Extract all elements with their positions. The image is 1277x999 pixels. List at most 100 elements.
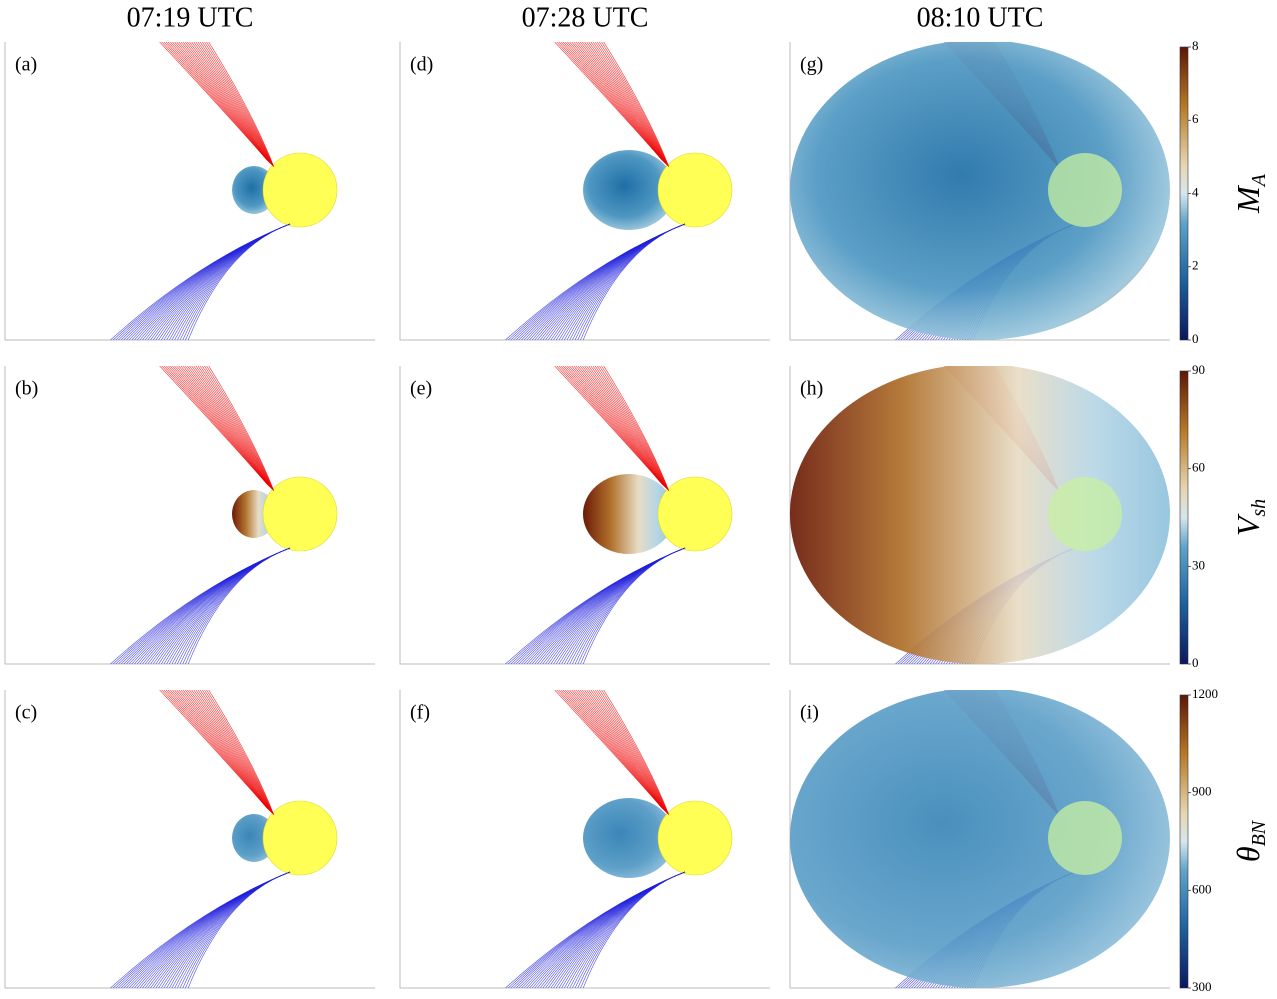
sun (1048, 477, 1122, 551)
panel: (d) (399, 42, 770, 341)
field-line-red (208, 690, 275, 816)
colorbar-tick-label: 0 (1192, 655, 1199, 670)
field-line-red (201, 690, 274, 815)
field-line-red (586, 690, 667, 813)
field-line-blue (577, 871, 686, 988)
panel: (c) (4, 690, 375, 989)
field-line-red (596, 42, 669, 167)
field-line-red (603, 42, 670, 168)
sun (262, 152, 338, 228)
column-title: 08:10 UTC (917, 2, 1044, 33)
field-line-red (590, 42, 668, 166)
panel-frame (399, 366, 770, 665)
column-title: 07:28 UTC (522, 2, 649, 33)
field-line-red (575, 690, 666, 812)
field-line-red (197, 366, 273, 490)
field-line-red (189, 690, 272, 813)
field-line-red (603, 366, 670, 492)
field-line-red (592, 42, 668, 166)
colorbar-label-main: M (1230, 184, 1266, 214)
sun (657, 152, 733, 228)
field-line-blue (155, 547, 291, 664)
panel-frame (789, 42, 1170, 341)
sun (1048, 801, 1122, 875)
colorbar-label-sub: A (1248, 173, 1270, 188)
field-line-blue (158, 223, 291, 340)
field-line-red (184, 366, 271, 488)
field-line-blue (187, 223, 291, 340)
field-line-red (577, 366, 666, 488)
field-line-blue (187, 871, 291, 988)
sun (262, 476, 338, 552)
field-line-red (603, 690, 670, 816)
field-line-red (187, 690, 272, 813)
colorbar-tick-label: 30 (1192, 557, 1205, 572)
field-line-red (588, 42, 668, 165)
field-line-blue (179, 871, 291, 988)
field-line-blue (152, 223, 291, 340)
panel-label: (e) (410, 378, 432, 400)
field-line-blue (152, 547, 291, 664)
field-line-red (594, 690, 668, 814)
sun (262, 800, 338, 876)
field-line-red (178, 42, 270, 163)
field-line-red (204, 690, 274, 815)
shock-surface (790, 366, 1170, 664)
field-line-red (575, 42, 666, 164)
panel-content (505, 366, 733, 664)
field-line-blue (574, 223, 686, 340)
field-line-red (208, 366, 275, 492)
shock-surface (790, 42, 1170, 340)
field-line-blue (545, 871, 686, 988)
field-line-red (579, 42, 666, 164)
field-line-red (586, 42, 667, 165)
field-line-red (206, 690, 274, 815)
panel-label: (h) (800, 378, 823, 400)
field-line-red (599, 42, 669, 167)
field-line-red (180, 690, 271, 812)
field-line-blue (179, 547, 291, 664)
field-line-red (199, 366, 273, 490)
field-line-red (206, 366, 274, 491)
field-line-blue (182, 547, 291, 664)
panel: (b) (4, 366, 375, 665)
panel-label: (g) (800, 54, 823, 76)
panel-frame (4, 42, 375, 341)
field-line-red (601, 690, 669, 815)
field-line-red (592, 366, 668, 490)
panel-frame (4, 366, 375, 665)
panel-content (110, 42, 338, 340)
column-title: 07:19 UTC (127, 2, 254, 33)
field-line-blue (152, 871, 291, 988)
field-line-red (584, 366, 667, 489)
field-line-blue (160, 871, 291, 988)
field-line-red (195, 366, 273, 490)
field-line-red (588, 366, 668, 489)
panel-content (505, 42, 733, 340)
field-line-red (199, 42, 273, 166)
field-line-red (187, 42, 272, 165)
field-line-blue (155, 871, 291, 988)
panel-label: (b) (15, 378, 38, 400)
field-line-red (189, 366, 272, 489)
panel-frame (399, 42, 770, 341)
panel-content (790, 690, 1170, 988)
colorbar-label-main: V (1230, 513, 1266, 536)
field-line-red (584, 42, 667, 165)
field-line-red (601, 42, 669, 167)
colorbar-tick-label: 6 (1192, 111, 1199, 126)
panel-frame (789, 366, 1170, 665)
field-line-red (596, 366, 669, 491)
colorbar-tick-label: 900 (1192, 784, 1212, 799)
panel-label: (d) (410, 54, 433, 76)
colorbar-tick-label: 600 (1192, 881, 1212, 896)
shock-surface (790, 690, 1170, 988)
field-line-red (191, 366, 272, 489)
field-line-red (599, 690, 669, 815)
field-line-red (191, 42, 272, 165)
panel-frame (399, 690, 770, 989)
field-line-red (577, 690, 666, 812)
field-line-red (596, 690, 669, 815)
shock-surface (583, 474, 675, 554)
field-line-blue (158, 871, 291, 988)
